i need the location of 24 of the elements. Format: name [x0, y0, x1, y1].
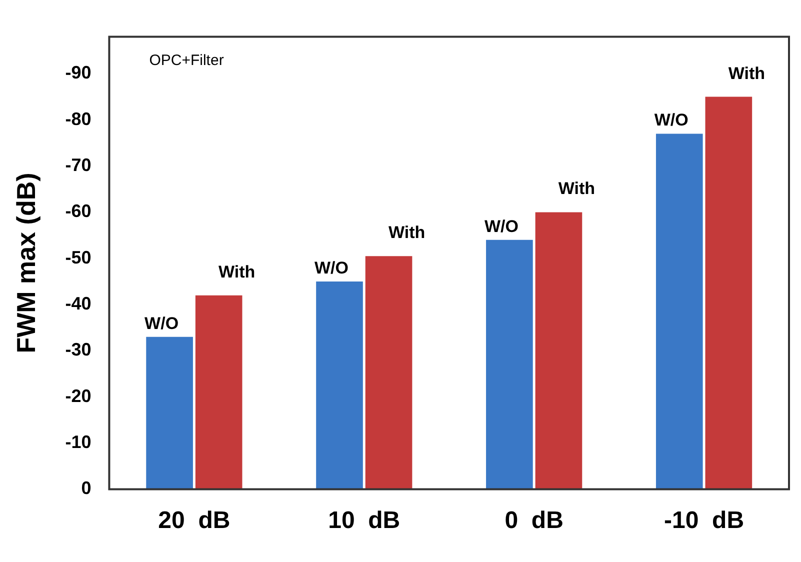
x-tick-label: 0 dB [504, 507, 564, 534]
series-label: With [218, 262, 256, 282]
text: W/O [314, 258, 348, 278]
y-tick-label: -10 [65, 432, 92, 452]
y-axis-title: FWM max (dB) [10, 172, 41, 354]
y-tick-label: -80 [65, 108, 92, 129]
x-tick-label: 20 dB [158, 507, 230, 534]
y-tick-label: -70 [65, 155, 92, 176]
y-tick-label: 0 [81, 478, 92, 498]
text: W/O [654, 110, 688, 130]
annotation: OPC+Filter [149, 52, 224, 69]
text: With [558, 179, 596, 198]
y-tick-label: -50 [65, 247, 92, 268]
y-tick-label: -30 [65, 340, 92, 360]
text: W/O [484, 216, 518, 236]
y-tick-label: -40 [65, 294, 92, 314]
y-tick-label: -20 [65, 386, 92, 406]
series-label: W/O [144, 314, 179, 333]
x-tick-label: -10 dB [664, 507, 744, 534]
text: With [728, 64, 766, 83]
y-tick-label: -60 [65, 201, 92, 222]
text: With [388, 223, 426, 242]
y-tick-label: -90 [65, 62, 92, 83]
x-tick-label: 10 dB [328, 507, 400, 534]
